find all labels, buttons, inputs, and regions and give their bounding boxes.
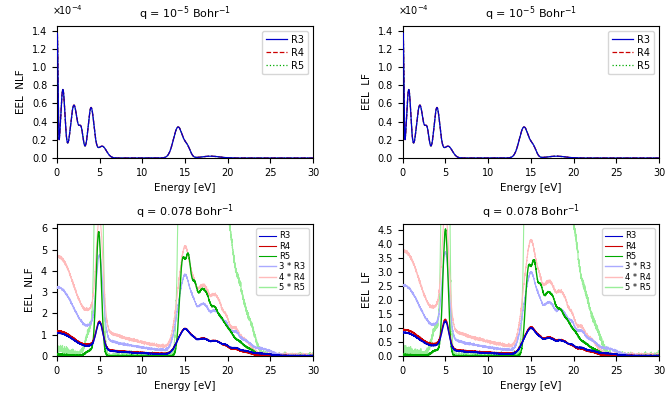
Title: q = 0.078 Bohr$^{-1}$: q = 0.078 Bohr$^{-1}$ [482,202,580,221]
Y-axis label: EEL  NLF: EEL NLF [16,70,26,114]
X-axis label: Energy [eV]: Energy [eV] [155,381,215,391]
Y-axis label: EEL  LF: EEL LF [362,74,372,110]
Legend: R3, R4, R5: R3, R4, R5 [262,31,308,74]
X-axis label: Energy [eV]: Energy [eV] [155,183,215,193]
Legend: R3, R4, R5, 3 * R3, 4 * R4, 5 * R5: R3, R4, R5, 3 * R3, 4 * R4, 5 * R5 [256,228,309,295]
Title: q = 10$^{-5}$ Bohr$^{-1}$: q = 10$^{-5}$ Bohr$^{-1}$ [485,4,577,23]
Title: q = 0.078 Bohr$^{-1}$: q = 0.078 Bohr$^{-1}$ [136,202,234,221]
X-axis label: Energy [eV]: Energy [eV] [500,183,561,193]
Legend: R3, R4, R5: R3, R4, R5 [608,31,654,74]
Text: $\times\!10^{-4}$: $\times\!10^{-4}$ [397,4,428,18]
Y-axis label: EEL  NLF: EEL NLF [25,268,35,312]
X-axis label: Energy [eV]: Energy [eV] [500,381,561,391]
Title: q = 10$^{-5}$ Bohr$^{-1}$: q = 10$^{-5}$ Bohr$^{-1}$ [139,4,231,23]
Legend: R3, R4, R5, 3 * R3, 4 * R4, 5 * R5: R3, R4, R5, 3 * R3, 4 * R4, 5 * R5 [602,228,655,295]
Y-axis label: EEL  LF: EEL LF [362,272,372,308]
Text: $\times\!10^{-4}$: $\times\!10^{-4}$ [52,4,82,18]
